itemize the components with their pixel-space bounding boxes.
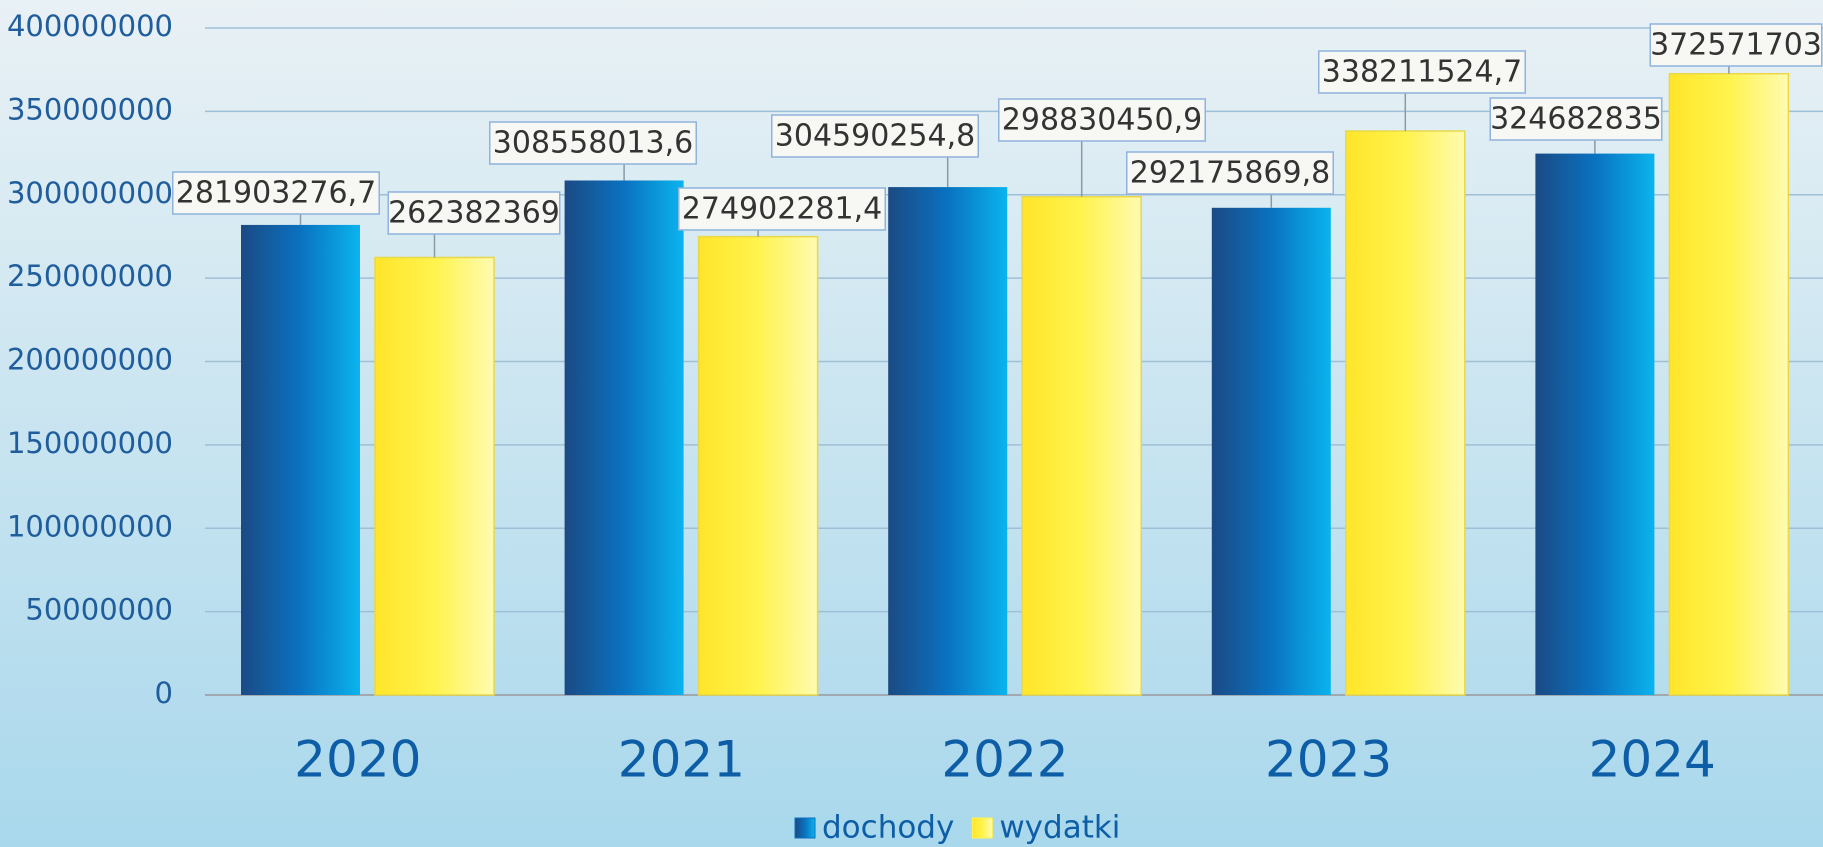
chart: 0 50000000 100000000 150000000 200000000 2500… [0, 0, 1823, 847]
data-label: 298830450,9 [1002, 103, 1202, 138]
y-tick-label: 250000000 [7, 259, 173, 293]
x-tick-label: 2020 [294, 731, 421, 789]
legend-label: wydatki [999, 810, 1120, 846]
data-label: 262382369 [388, 196, 560, 231]
legend-swatch [795, 818, 815, 838]
data-label: 372571703 [1650, 28, 1822, 63]
data-label: 308558013,6 [493, 126, 693, 161]
legend-label: dochody [822, 810, 954, 846]
x-tick-label: 2022 [941, 731, 1068, 789]
bar [1212, 208, 1331, 695]
y-tick-label: 0 [155, 676, 173, 710]
y-tick-label: 350000000 [7, 92, 173, 126]
bar [241, 225, 360, 695]
data-label: 304590254,8 [775, 119, 975, 154]
x-tick-label: 2021 [618, 731, 745, 789]
bar [375, 257, 494, 695]
y-tick-label: 300000000 [7, 176, 173, 210]
data-label: 324682835 [1490, 102, 1662, 137]
bar [888, 187, 1007, 695]
bar [565, 180, 684, 695]
data-label: 281903276,7 [176, 176, 376, 211]
y-tick-label: 400000000 [7, 9, 173, 43]
y-tick-label: 50000000 [25, 593, 173, 627]
data-label: 274902281,4 [682, 192, 882, 227]
y-tick-label: 150000000 [7, 426, 173, 460]
x-tick-label: 2023 [1265, 731, 1392, 789]
bar [1535, 154, 1654, 695]
bar [1346, 131, 1465, 695]
y-tick-label: 100000000 [7, 509, 173, 543]
bar [699, 237, 818, 695]
bar [1669, 74, 1788, 695]
data-label: 292175869,8 [1130, 156, 1330, 191]
x-tick-label: 2024 [1589, 731, 1716, 789]
y-tick-label: 200000000 [7, 343, 173, 377]
bar [1022, 197, 1141, 695]
data-label: 338211524,7 [1322, 55, 1522, 90]
legend-swatch [972, 818, 992, 838]
